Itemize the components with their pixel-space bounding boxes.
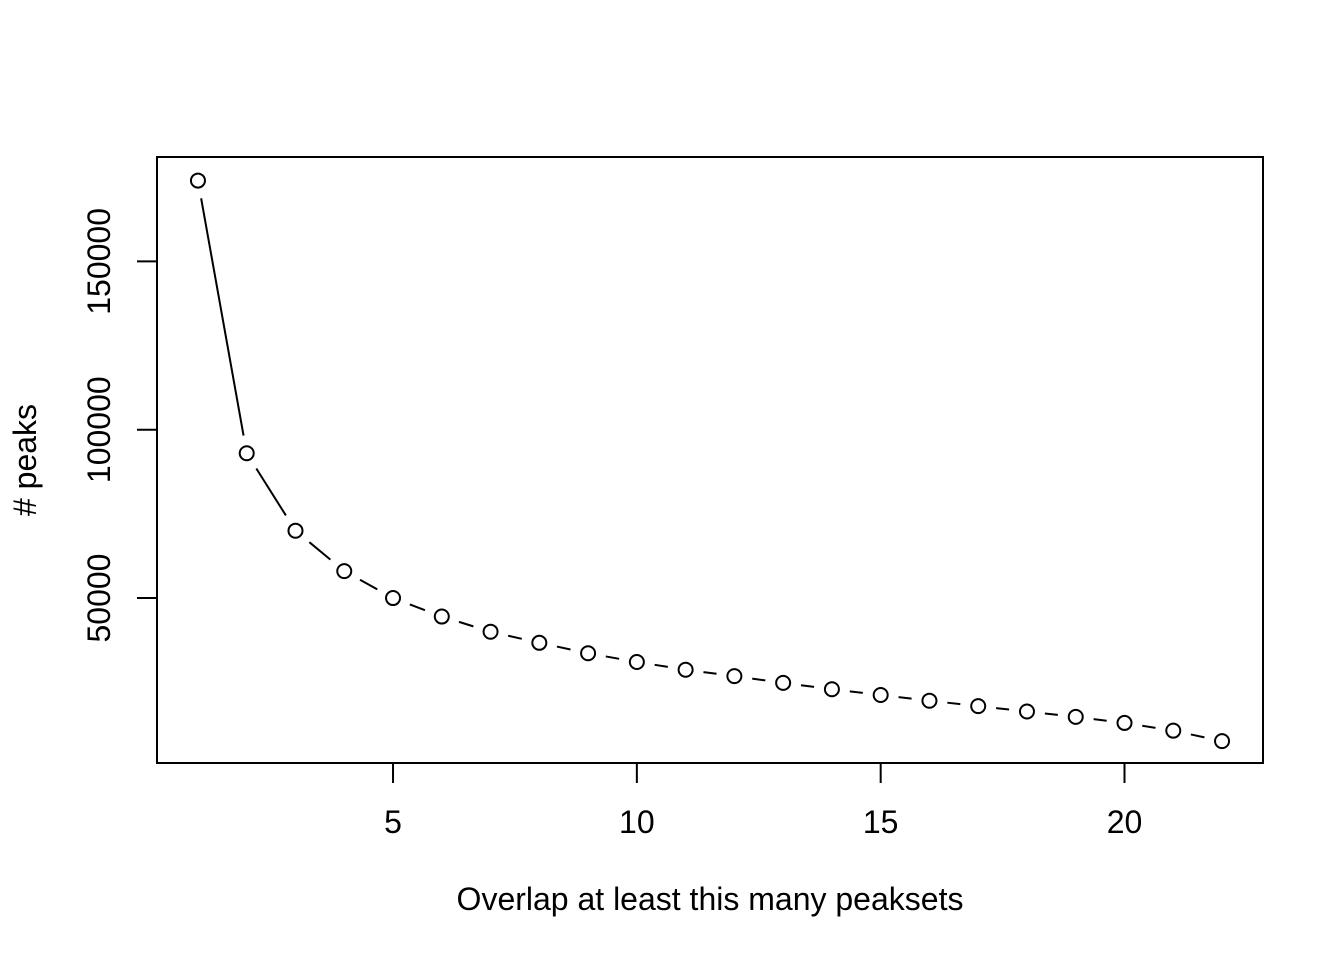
series-segment — [409, 603, 426, 612]
series-segment — [1190, 733, 1205, 739]
series-segment — [359, 578, 378, 591]
x-tick-label: 5 — [384, 804, 402, 840]
series-segment — [947, 701, 961, 706]
series-segment — [898, 696, 912, 700]
series-segment — [605, 655, 620, 660]
data-point — [628, 654, 645, 670]
x-tick-label: 20 — [1107, 804, 1143, 840]
series-segment — [458, 620, 474, 628]
data-point — [677, 661, 694, 678]
data-point — [1165, 722, 1182, 739]
x-axis: 5 10 15 20 — [384, 762, 1143, 840]
data-point — [433, 608, 450, 625]
series-segment — [849, 690, 863, 694]
series-segment — [1142, 724, 1156, 729]
series-segment — [654, 663, 668, 668]
x-tick-label: 10 — [619, 804, 655, 840]
data-point — [385, 590, 402, 607]
series-segment — [255, 467, 287, 517]
series-segment — [308, 541, 332, 561]
y-tick-label: 50000 — [81, 554, 117, 643]
y-tick-label: 100000 — [81, 376, 117, 483]
data-point — [1116, 714, 1133, 731]
y-tick-label: 150000 — [81, 208, 117, 315]
y-axis-label: # peaks — [7, 404, 43, 516]
data-point — [775, 674, 792, 691]
x-tick-label: 15 — [863, 804, 899, 840]
data-point — [580, 645, 597, 662]
data-point — [970, 698, 987, 715]
data-point — [823, 681, 840, 698]
series-points — [189, 172, 1231, 750]
data-point — [482, 623, 499, 640]
series-segment — [800, 684, 815, 688]
data-point — [287, 522, 304, 539]
data-point — [921, 692, 938, 709]
series-lines — [200, 198, 1205, 739]
data-point — [1214, 733, 1231, 750]
series-segment — [1093, 718, 1107, 722]
series-segment — [1044, 712, 1058, 716]
series-segment — [200, 198, 245, 436]
series-segment — [752, 677, 766, 682]
data-point — [189, 172, 206, 189]
series-segment — [995, 707, 1010, 711]
data-point — [336, 563, 353, 580]
series-segment — [507, 634, 522, 640]
series-segment — [556, 645, 571, 651]
data-point — [1018, 703, 1035, 720]
data-point — [1067, 708, 1084, 725]
y-axis: 50000 100000 150000 — [81, 208, 158, 643]
x-axis-label: Overlap at least this many peaksets — [457, 881, 964, 917]
data-point — [531, 634, 548, 651]
series-segment — [703, 671, 717, 675]
data-point — [238, 445, 255, 462]
data-point — [726, 668, 743, 685]
data-point — [872, 686, 889, 703]
